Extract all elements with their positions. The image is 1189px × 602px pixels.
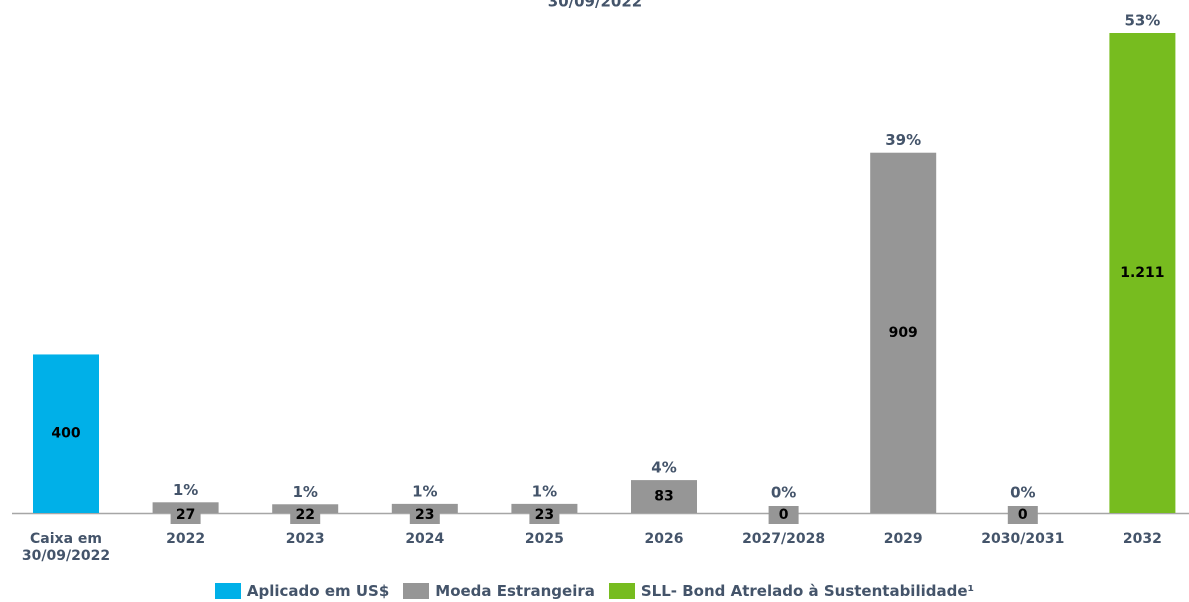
label-bg: [170, 506, 201, 524]
legend-swatch: [608, 583, 635, 599]
legend-item: SLL- Bond Atrelado à Sustentabilidade¹: [608, 582, 975, 600]
label-bg: [290, 506, 321, 524]
share-label: 1%: [412, 482, 437, 500]
x-tick-label: 2025: [524, 531, 564, 547]
value-label: 1.211: [1120, 265, 1164, 281]
value-label: 23: [415, 507, 434, 523]
legend-swatch: [214, 583, 241, 599]
value-label: 0: [779, 507, 789, 523]
label-bg: [409, 506, 440, 524]
legend-item: Aplicado em US$: [214, 582, 390, 600]
x-tick-label: 2024: [405, 531, 445, 547]
label-bg: [768, 506, 799, 524]
bar: [1109, 33, 1176, 513]
share-label: 39%: [885, 131, 921, 149]
value-label: 909: [889, 325, 918, 341]
x-tick-label: 2022: [166, 531, 206, 547]
value-label: 0: [1018, 507, 1028, 523]
legend: Aplicado em US$ Moeda Estrangeira SLL- Bon…: [0, 582, 1189, 600]
share-label: 1%: [173, 481, 198, 499]
x-tick-label: 2030/2031: [981, 531, 1065, 547]
label-bg: [529, 506, 560, 524]
bar: [631, 480, 697, 513]
x-tick-label: 2032: [1122, 531, 1162, 547]
value-label: 23: [535, 507, 554, 523]
x-tick-label: 2023: [285, 531, 325, 547]
legend-label: SLL- Bond Atrelado à Sustentabilidade¹: [640, 582, 975, 600]
share-label: 1%: [532, 482, 557, 500]
legend-item: Moeda Estrangeira: [403, 582, 595, 600]
label-bg: [1007, 506, 1038, 524]
value-label: 83: [654, 489, 673, 505]
bar: [870, 152, 937, 513]
legend-label: Moeda Estrangeira: [435, 582, 595, 600]
x-tick-label: 2029: [883, 531, 923, 547]
chart-title: 30/09/2022: [548, 0, 642, 11]
bar: [33, 354, 99, 513]
x-tick-label: Caixa em 30/09/2022: [21, 531, 111, 564]
legend-swatch: [403, 583, 430, 599]
share-label: 0%: [1010, 484, 1035, 502]
value-label: 400: [51, 426, 80, 442]
share-label: 4%: [651, 459, 676, 477]
value-label: 27: [176, 507, 195, 523]
share-label: 1%: [292, 483, 317, 501]
legend-label: Aplicado em US$: [246, 582, 390, 600]
value-label: 22: [295, 507, 314, 523]
x-tick-label: 2027/2028: [742, 531, 826, 547]
share-label: 53%: [1124, 12, 1160, 30]
x-tick-label: 2026: [644, 531, 684, 547]
share-label: 0%: [771, 484, 796, 502]
